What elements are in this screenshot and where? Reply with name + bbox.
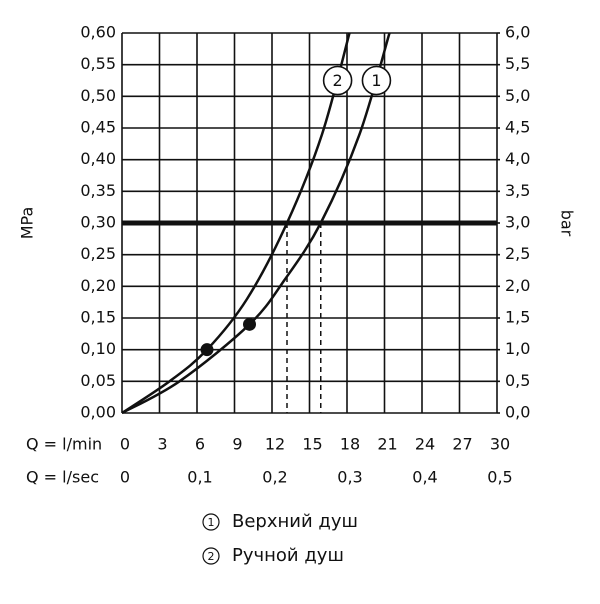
- x-tick-label: 6: [195, 435, 205, 454]
- y-tick-label: 0,45: [80, 118, 116, 137]
- y-tick-label: 0,25: [80, 244, 116, 263]
- y2-tick-label: 5,5: [505, 54, 530, 73]
- y-tick-label: 0,40: [80, 149, 116, 168]
- x2-tick-label: 0: [120, 468, 130, 487]
- x-tick-label: 18: [340, 435, 360, 454]
- legend-label: Ручной душ: [232, 545, 344, 566]
- legend-number: 1: [208, 516, 215, 529]
- x-tick-label: 9: [232, 435, 242, 454]
- legend-circle: [202, 547, 220, 565]
- y2-tick-label: 1,5: [505, 308, 530, 327]
- x-tick-label: 27: [452, 435, 472, 454]
- y-tick-label: 0,20: [80, 276, 116, 295]
- y-tick-label: 0,50: [80, 86, 116, 105]
- legend-label: Верхний душ: [232, 511, 358, 532]
- x-tick-label: 15: [302, 435, 322, 454]
- x2-axis-label: Q = l/sec: [26, 468, 99, 487]
- x2-tick-label: 0,4: [412, 468, 437, 487]
- curve-label: 1: [371, 71, 381, 90]
- x2-tick-label: 0,2: [262, 468, 287, 487]
- x-axis-label: Q = l/min: [26, 435, 102, 454]
- y-tick-label: 0,55: [80, 54, 116, 73]
- y2-tick-label: 0,5: [505, 371, 530, 390]
- operating-point: [200, 343, 214, 357]
- curve-label-circle: [361, 65, 392, 96]
- x-tick-label: 24: [415, 435, 435, 454]
- y-tick-label: 0,60: [80, 23, 116, 42]
- y2-tick-label: 2,0: [505, 276, 530, 295]
- y2-tick-label: 6,0: [505, 23, 530, 42]
- y2-tick-label: 5,0: [505, 86, 530, 105]
- x-tick-label: 12: [265, 435, 285, 454]
- y-tick-label: 0,05: [80, 371, 116, 390]
- x2-tick-label: 0,1: [187, 468, 212, 487]
- x-tick-label: 0: [120, 435, 130, 454]
- y-tick-label: 0,00: [80, 403, 116, 422]
- y-tick-label: 0,35: [80, 181, 116, 200]
- y2-tick-label: 3,5: [505, 181, 530, 200]
- operating-point: [243, 317, 256, 331]
- y2-tick-label: 2,5: [505, 244, 530, 263]
- x-tick-label: 30: [490, 435, 510, 454]
- curve: [121, 32, 351, 415]
- y2-tick-label: 0,0: [505, 403, 530, 422]
- y-tick-label: 0,10: [80, 339, 116, 358]
- y2-tick-label: 4,5: [505, 118, 530, 137]
- y-axis-label: MPa: [18, 207, 37, 240]
- y2-tick-label: 4,0: [505, 149, 530, 168]
- x2-tick-label: 0,3: [337, 468, 362, 487]
- y2-tick-label: 1,0: [505, 339, 530, 358]
- y-tick-label: 0,30: [80, 213, 116, 232]
- curve-label: 2: [333, 71, 343, 90]
- x-tick-label: 21: [377, 435, 397, 454]
- y-tick-label: 0,15: [80, 308, 116, 327]
- legend-circle: [202, 513, 220, 531]
- y2-tick-label: 3,0: [505, 213, 530, 232]
- legend-number: 2: [208, 550, 215, 563]
- y2-axis-label: bar: [558, 210, 577, 237]
- curve-label-circle: [322, 65, 353, 96]
- x-tick-label: 3: [157, 435, 167, 454]
- x2-tick-label: 0,5: [487, 468, 512, 487]
